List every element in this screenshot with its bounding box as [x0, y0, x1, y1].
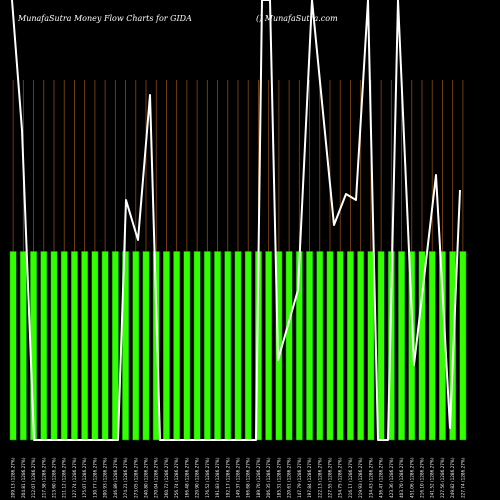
tick-label-layer: 209.13 (1286.27%) 204.81 (1286.27%) 212.07… — [11, 457, 466, 498]
x-tick-label: 220.61 (1286.27%) — [287, 457, 292, 498]
x-tick-label: 260.72 (1286.27%) — [164, 457, 169, 498]
bar — [193, 251, 201, 441]
bar — [40, 251, 48, 441]
bar — [224, 251, 232, 441]
bar — [285, 251, 293, 441]
x-tick-label: 200.93 (1286.27%) — [103, 457, 108, 498]
bar — [163, 251, 170, 441]
x-tick-label: 220.90 (1286.27%) — [195, 457, 200, 498]
x-tick-label: 436.47 (1286.27%) — [379, 457, 384, 498]
x-tick-label: 227.55 (1286.27%) — [328, 457, 333, 498]
bar — [357, 251, 365, 441]
bar — [183, 251, 191, 441]
x-tick-label: 130.77 (1286.27%) — [92, 457, 97, 498]
chart-title: MunafaSutra Money Flow Charts for GIDA — [17, 14, 192, 23]
bar — [203, 251, 211, 441]
bar — [19, 251, 27, 441]
money-flow-line — [11, 0, 461, 441]
x-tick-label: 249.82 (1286.27%) — [450, 457, 455, 498]
bar — [214, 251, 221, 441]
bar — [316, 251, 324, 441]
x-tick-label: 206.35 (1286.27%) — [266, 457, 271, 498]
x-tick-label: 217.38 (1286.27%) — [41, 457, 46, 498]
bar — [367, 251, 375, 441]
x-tick-label: 234.43 (1286.27%) — [368, 457, 373, 498]
bar — [132, 251, 140, 441]
bar — [408, 251, 416, 441]
x-tick-label: 241.52 (1286.27%) — [430, 457, 435, 498]
bar — [265, 251, 273, 441]
bar — [347, 251, 354, 441]
bar — [60, 251, 68, 441]
x-tick-label: 213.60 (1286.27%) — [52, 457, 57, 498]
x-tick-label: 176.52 (1286.27%) — [205, 457, 210, 498]
x-tick-label: 197.84 (1286.27%) — [307, 457, 312, 498]
bar — [50, 251, 58, 441]
bar — [152, 251, 160, 441]
x-tick-label: 166.48 (1286.27%) — [184, 457, 189, 498]
bar — [326, 251, 334, 441]
x-tick-label: 166.68 (1286.27%) — [246, 457, 251, 498]
x-tick-label: 403.70 (1286.27%) — [399, 457, 404, 498]
bar — [459, 251, 467, 441]
bar — [173, 251, 181, 441]
x-tick-label: 227.74 (1286.27%) — [460, 457, 465, 498]
bar — [81, 251, 89, 441]
bar — [398, 251, 405, 441]
x-tick-label: 147.79 (1286.27%) — [297, 457, 302, 498]
x-tick-label: 219.93 (1286.27%) — [358, 457, 363, 498]
x-tick-label: 227.56 (1286.27%) — [440, 457, 445, 498]
x-tick-label: 216.17 (1286.27%) — [348, 457, 353, 498]
line-layer — [11, 0, 461, 441]
x-tick-label: 216.10 (1286.27%) — [420, 457, 425, 498]
bar — [71, 251, 78, 441]
bar — [142, 251, 150, 441]
bar — [428, 251, 436, 441]
x-tick-label: 246.89 (1286.27%) — [113, 457, 118, 498]
bar — [122, 251, 129, 441]
x-tick-label: 204.81 (1286.27%) — [21, 457, 26, 498]
bar — [418, 251, 426, 441]
bar-layer — [9, 251, 467, 441]
x-tick-label: 274.21 (1286.27%) — [123, 457, 128, 498]
x-tick-label: 175.07 (1286.27%) — [82, 457, 87, 498]
x-tick-label: 254.75 (1286.27%) — [338, 457, 343, 498]
site-credit: () MunafaSutra.com — [256, 14, 338, 23]
x-tick-label: 256.74 (1286.27%) — [174, 457, 179, 498]
x-tick-label: 270.04 (1286.27%) — [154, 457, 159, 498]
x-tick-label: 240.80 (1286.27%) — [144, 457, 149, 498]
x-tick-label: 209.13 (1286.27%) — [11, 457, 16, 498]
x-tick-label: 423.36 (1286.27%) — [389, 457, 394, 498]
x-tick-label: 191.83 (1286.27%) — [215, 457, 220, 498]
x-tick-label: 127.74 (1286.27%) — [72, 457, 77, 498]
bar — [336, 251, 344, 441]
x-tick-label: 273.05 (1286.27%) — [133, 457, 138, 498]
x-tick-label: 189.70 (1286.27%) — [256, 457, 261, 498]
x-tick-label: 212.07 (1286.27%) — [31, 457, 36, 498]
bar — [101, 251, 109, 441]
bar — [111, 251, 119, 441]
bar — [234, 251, 242, 441]
bar — [244, 251, 252, 441]
x-tick-label: 149.37 (1286.27%) — [236, 457, 241, 498]
bar — [377, 251, 385, 441]
x-tick-label: 451.06 (1286.27%) — [409, 457, 414, 498]
bar — [306, 251, 313, 441]
bar — [91, 251, 99, 441]
x-tick-label: 192.17 (1286.27%) — [225, 457, 230, 498]
bar — [9, 251, 17, 441]
x-tick-label: 211.12 (1286.27%) — [62, 457, 67, 498]
x-tick-label: 185.31 (1286.27%) — [276, 457, 281, 498]
x-tick-label: 222.13 (1286.27%) — [317, 457, 322, 498]
